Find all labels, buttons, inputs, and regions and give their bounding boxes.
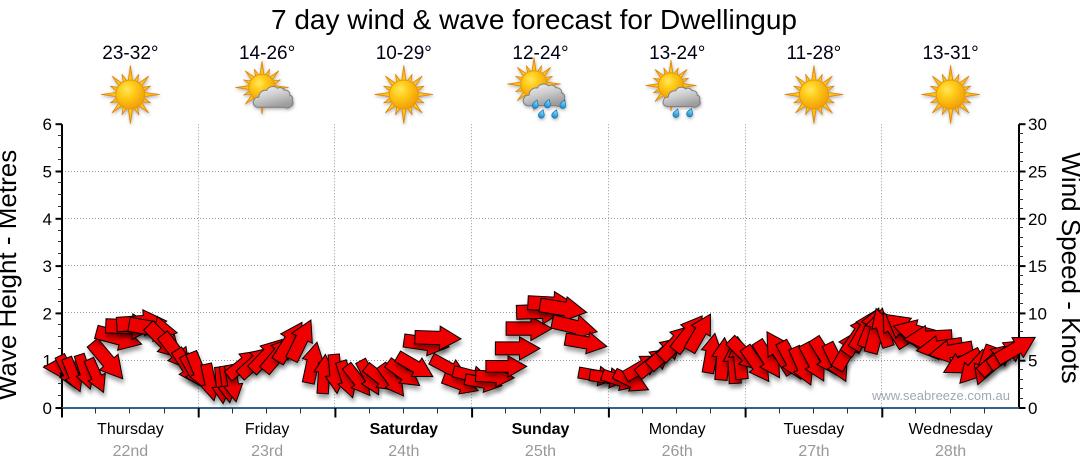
svg-text:Wave Height - Metres: Wave Height - Metres	[0, 150, 22, 400]
svg-text:Wind Speed - Knots: Wind Speed - Knots	[1056, 152, 1080, 383]
svg-text:Thursday: Thursday	[97, 421, 164, 438]
svg-text:13-31°: 13-31°	[922, 43, 978, 64]
svg-text:0: 0	[43, 399, 52, 418]
svg-text:23rd: 23rd	[251, 443, 283, 460]
svg-text:1: 1	[43, 352, 52, 371]
svg-text:Tuesday: Tuesday	[784, 421, 845, 438]
svg-text:26th: 26th	[662, 443, 693, 460]
svg-text:3: 3	[43, 257, 52, 276]
svg-text:30: 30	[1028, 115, 1047, 134]
svg-text:Monday: Monday	[649, 421, 706, 438]
svg-text:28th: 28th	[935, 443, 966, 460]
svg-text:5: 5	[43, 163, 52, 182]
svg-text:11-28°: 11-28°	[787, 43, 842, 64]
svg-text:Saturday: Saturday	[370, 421, 439, 438]
svg-text:13-24°: 13-24°	[649, 43, 705, 64]
svg-text:23-32°: 23-32°	[102, 43, 158, 64]
svg-text:10: 10	[1028, 304, 1047, 323]
svg-text:24th: 24th	[388, 443, 419, 460]
svg-text:7 day wind & wave forecast for: 7 day wind & wave forecast for Dwellingu…	[271, 4, 797, 35]
svg-text:12-24°: 12-24°	[512, 43, 568, 64]
svg-text:14-26°: 14-26°	[239, 43, 295, 64]
svg-text:Wednesday: Wednesday	[908, 421, 992, 438]
svg-text:27th: 27th	[798, 443, 829, 460]
svg-text:5: 5	[1028, 352, 1037, 371]
svg-text:0: 0	[1028, 399, 1037, 418]
svg-text:6: 6	[43, 115, 52, 134]
svg-text:www.seabreeze.com.au: www.seabreeze.com.au	[871, 388, 1010, 403]
svg-text:15: 15	[1028, 257, 1047, 276]
svg-text:22nd: 22nd	[113, 443, 149, 460]
svg-text:20: 20	[1028, 210, 1047, 229]
svg-text:2: 2	[43, 304, 52, 323]
svg-text:4: 4	[43, 210, 52, 229]
svg-text:25th: 25th	[525, 443, 556, 460]
svg-text:Friday: Friday	[245, 421, 289, 438]
svg-text:25: 25	[1028, 163, 1047, 182]
svg-text:10-29°: 10-29°	[376, 43, 432, 64]
svg-text:Sunday: Sunday	[512, 421, 570, 438]
